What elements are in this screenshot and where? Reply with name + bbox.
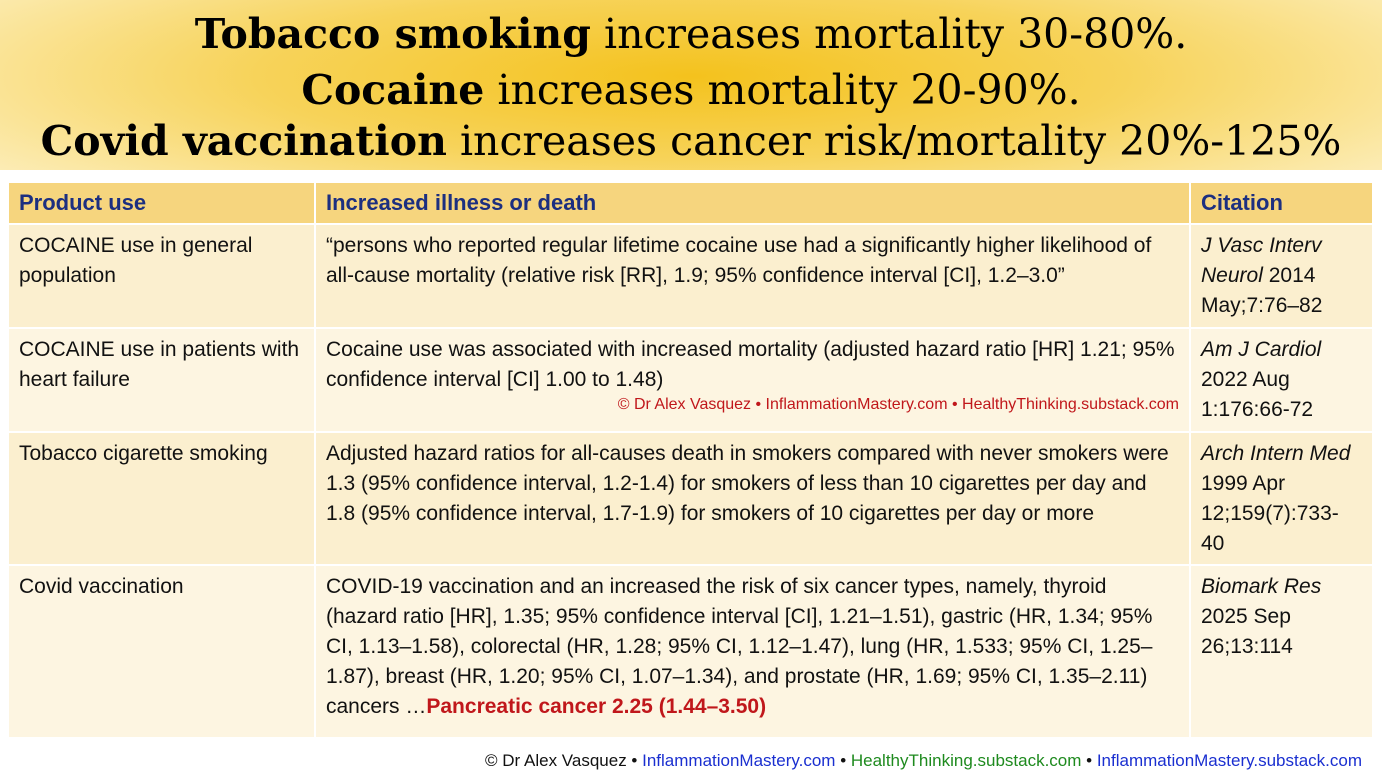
evidence-table-container: Product use Increased illness or death C… bbox=[9, 183, 1372, 737]
link-inflammation-mastery[interactable]: InflammationMastery.com bbox=[642, 751, 836, 770]
cell-effect: “persons who reported regular lifetime c… bbox=[315, 223, 1191, 328]
headline-covid-vaccination: Covid vaccination increases cancer risk/… bbox=[40, 117, 1342, 165]
header-citation: Citation bbox=[1190, 183, 1372, 224]
cell-citation: J Vasc Interv Neurol 2014 May;7:76–82 bbox=[1190, 223, 1372, 328]
cell-product: COCAINE use in patients with heart failu… bbox=[9, 327, 316, 432]
title-banner: Tobacco smoking increases mortality 30-8… bbox=[0, 0, 1382, 170]
header-product-use: Product use bbox=[9, 183, 316, 224]
header-increased-illness: Increased illness or death bbox=[315, 183, 1191, 224]
cell-citation: Biomark Res 2025 Sep 26;13:114 bbox=[1190, 564, 1372, 737]
cell-effect: Adjusted hazard ratios for all-causes de… bbox=[315, 431, 1191, 565]
table-row: COCAINE use in general population “perso… bbox=[9, 223, 1372, 328]
cell-effect: COVID-19 vaccination and an increased th… bbox=[315, 564, 1191, 737]
cell-citation: Am J Cardiol 2022 Aug 1:176:66-72 bbox=[1190, 327, 1372, 432]
headline-cocaine: Cocaine increases mortality 20-90%. bbox=[301, 66, 1081, 114]
cell-citation: Arch Intern Med 1999 Apr 12;159(7):733-4… bbox=[1190, 431, 1372, 565]
copyright-watermark: © Dr Alex Vasquez • InflammationMastery.… bbox=[617, 396, 1179, 413]
pancreatic-cancer-highlight: Pancreatic cancer 2.25 (1.44–3.50) bbox=[426, 695, 767, 718]
link-inflammation-mastery-substack[interactable]: InflammationMastery.substack.com bbox=[1096, 751, 1362, 770]
headline-tobacco: Tobacco smoking increases mortality 30-8… bbox=[194, 10, 1188, 58]
cell-product: Tobacco cigarette smoking bbox=[9, 431, 316, 565]
cell-product: COCAINE use in general population bbox=[9, 223, 316, 328]
table-header-row: Product use Increased illness or death C… bbox=[9, 183, 1372, 224]
footer-credits: © Dr Alex Vasquez • InflammationMastery.… bbox=[485, 751, 1362, 770]
table-row: Covid vaccination COVID-19 vaccination a… bbox=[9, 564, 1372, 737]
link-healthy-thinking[interactable]: HealthyThinking.substack.com bbox=[850, 751, 1082, 770]
table-row: Tobacco cigarette smoking Adjusted hazar… bbox=[9, 431, 1372, 565]
footer-author: © Dr Alex Vasquez bbox=[485, 751, 627, 770]
table-row: COCAINE use in patients with heart failu… bbox=[9, 327, 1372, 432]
cell-product: Covid vaccination bbox=[9, 564, 316, 737]
evidence-table: Product use Increased illness or death C… bbox=[9, 183, 1372, 737]
cell-effect: Cocaine use was associated with increase… bbox=[315, 327, 1191, 432]
